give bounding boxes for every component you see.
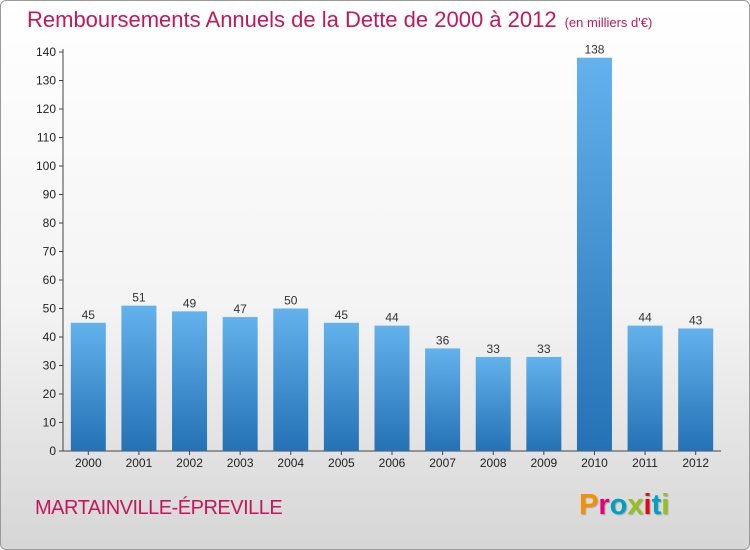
bar-2006 — [374, 325, 410, 451]
y-tick-label: 60 — [43, 273, 57, 287]
x-tick-label-2007: 2007 — [429, 456, 456, 470]
brand-letter: t — [651, 489, 662, 521]
axes: 0 10 20 30 40 50 60 70 80 90 100 110 120 130 140 2000 20… — [36, 45, 721, 470]
value-label-2011: 44 — [638, 311, 652, 325]
y-tick-label: 30 — [43, 359, 57, 373]
value-label-2006: 44 — [385, 311, 399, 325]
value-label-2008: 33 — [487, 342, 501, 356]
bar-2001 — [121, 305, 157, 451]
y-tick-label: 70 — [43, 245, 57, 259]
value-label-2003: 47 — [233, 302, 247, 316]
bar-2007 — [425, 348, 461, 451]
value-label-2000: 45 — [82, 308, 96, 322]
commune-name: MARTAINVILLE-ÉPREVILLE — [35, 497, 283, 519]
y-tick-label: 130 — [36, 74, 56, 88]
x-tick-label-2012: 2012 — [682, 456, 709, 470]
bars — [70, 57, 714, 451]
unit-note: (en milliers d'€) — [564, 15, 653, 30]
x-tick-label-2006: 2006 — [379, 456, 406, 470]
bar-2002 — [172, 311, 208, 451]
x-tick-label-2002: 2002 — [176, 456, 203, 470]
x-tick-label-2004: 2004 — [277, 456, 304, 470]
value-label-2005: 45 — [335, 308, 349, 322]
y-tick-label: 120 — [36, 102, 56, 116]
y-tick-label: 90 — [43, 188, 57, 202]
value-label-2001: 51 — [132, 291, 146, 305]
x-tick-label-2011: 2011 — [632, 456, 658, 470]
chart-title: Remboursements Annuels de la Dette de 20… — [27, 7, 652, 33]
bar-2010 — [576, 57, 612, 451]
value-labels: 45 51 49 47 50 45 44 36 33 33 138 44 43 — [82, 43, 703, 356]
bar-2012 — [678, 328, 714, 451]
value-label-2009: 33 — [537, 342, 551, 356]
y-tick-label: 50 — [43, 302, 57, 316]
bar-2009 — [526, 356, 562, 451]
value-label-2012: 43 — [689, 313, 703, 327]
bar-2000 — [70, 322, 106, 451]
value-label-2004: 50 — [284, 294, 298, 308]
y-tick-label: 80 — [43, 216, 57, 230]
brand-letter: i — [661, 489, 670, 521]
bar-2011 — [627, 325, 663, 451]
brand-letter: o — [609, 489, 628, 521]
y-tick-label: 0 — [49, 444, 56, 458]
proxiti-logo: Proxiti — [579, 489, 669, 522]
chart-title-text: Remboursements Annuels de la Dette de 20… — [27, 7, 557, 32]
brand-letter: P — [579, 489, 599, 521]
x-tick-label-2005: 2005 — [328, 456, 355, 470]
value-label-2007: 36 — [436, 333, 450, 347]
value-label-2010: 138 — [584, 43, 604, 57]
y-tick-label: 40 — [43, 330, 57, 344]
brand-letter: r — [598, 489, 610, 521]
y-tick-label: 100 — [36, 159, 56, 173]
x-tick-label-2000: 2000 — [75, 456, 102, 470]
bar-2005 — [323, 322, 359, 451]
x-tick-label-2001: 2001 — [126, 456, 153, 470]
bar-2003 — [222, 317, 258, 451]
x-tick-label-2003: 2003 — [227, 456, 254, 470]
value-label-2002: 49 — [183, 296, 197, 310]
x-tick-label-2009: 2009 — [530, 456, 557, 470]
y-tick-label: 20 — [43, 387, 57, 401]
y-tick-label: 10 — [43, 416, 57, 430]
bar-2004 — [273, 308, 309, 451]
y-tick-label: 110 — [37, 131, 56, 145]
brand-letter: x — [627, 489, 644, 521]
x-tick-label-2010: 2010 — [581, 456, 608, 470]
x-tick-label-2008: 2008 — [480, 456, 507, 470]
brand-letter: i — [643, 489, 652, 521]
y-tick-label: 140 — [36, 45, 56, 59]
bar-2008 — [475, 356, 511, 451]
